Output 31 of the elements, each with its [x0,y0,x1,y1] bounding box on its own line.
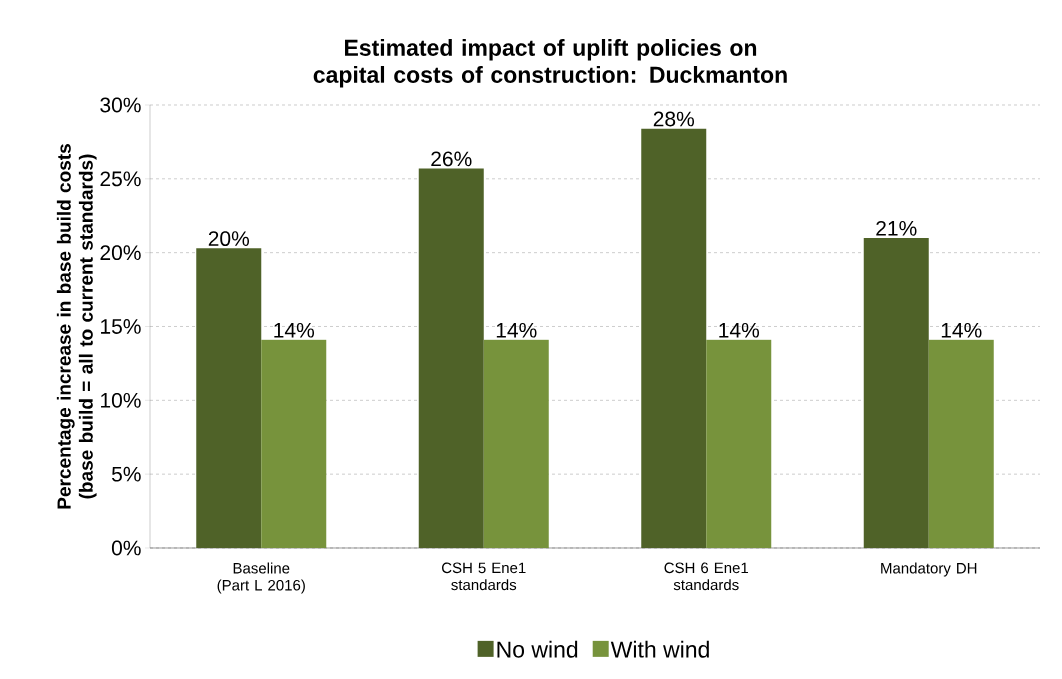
y-tick-label: 0% [111,540,141,556]
bar [928,339,994,548]
bar [863,237,929,548]
y-tick-label: 10% [101,392,141,408]
y-tick-label: 15% [101,319,141,334]
bar [418,168,484,548]
legend-label: With wind [610,640,709,658]
data-label: 28% [653,111,695,127]
y-tick-label: 25% [100,171,141,187]
bar [641,128,707,548]
y-axis-title: Percentage increase in base build costs (base build = all to current standards) [56,144,97,509]
data-label: 26% [431,151,472,167]
x-tick-label: Baseline (Part L 2016) [217,562,305,594]
legend-label: No wind [497,640,578,658]
data-label: 20% [208,231,250,247]
data-label: 21% [876,220,917,236]
data-label: 14% [719,322,760,338]
y-tick-label: 30% [100,97,141,113]
bar [261,339,327,548]
x-tick-label: Mandatory DH [881,562,977,577]
y-tick-label: 5% [111,466,141,482]
bar [706,339,772,548]
data-label: 14% [496,322,537,338]
x-tick-label: CSH 5 Ene1 standards [442,562,526,591]
bar [196,248,262,548]
y-tick-label: 20% [100,245,141,261]
x-tick-label: CSH 6 Ene1 standards [664,562,749,591]
data-label: 14% [274,322,315,338]
chart-title: Estimated impact of uplift policies on capital costs of construction: Duckmanton [313,39,787,88]
bar [483,339,549,548]
data-label: 14% [941,322,982,338]
